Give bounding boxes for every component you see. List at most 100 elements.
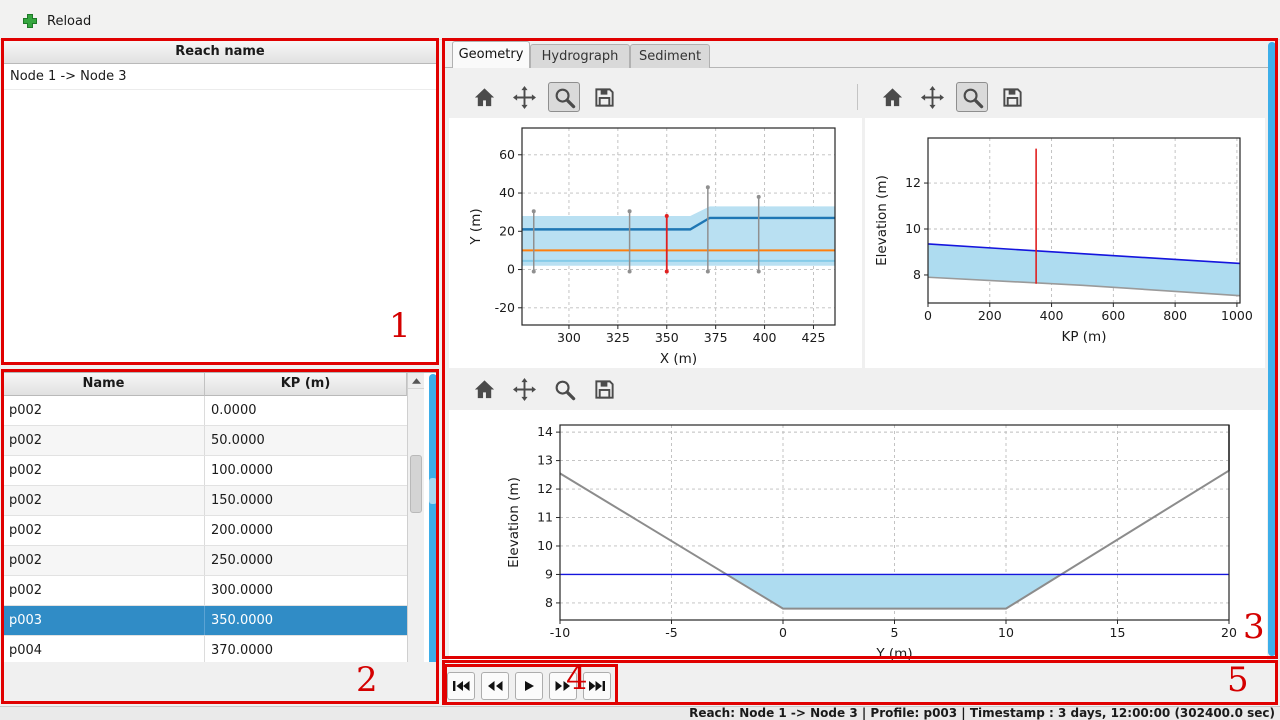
svg-text:425: 425	[802, 330, 826, 345]
right-scroll-indicator[interactable]	[1268, 42, 1276, 656]
svg-text:600: 600	[1101, 308, 1125, 323]
table-row[interactable]: p002 0.0000	[3, 396, 407, 426]
save-button[interactable]	[996, 82, 1028, 112]
fast-forward-button[interactable]	[549, 672, 577, 700]
svg-text:400: 400	[1040, 308, 1064, 323]
zoom-button[interactable]	[956, 82, 988, 112]
svg-text:20: 20	[499, 223, 515, 238]
add-plus-icon	[22, 13, 38, 29]
home-button[interactable]	[468, 374, 500, 404]
column-header-kp[interactable]: KP (m)	[205, 373, 407, 396]
pan-button[interactable]	[916, 82, 948, 112]
cell-kp[interactable]: 0.0000	[211, 403, 257, 418]
svg-text:400: 400	[753, 330, 777, 345]
svg-text:200: 200	[978, 308, 1002, 323]
cell-kp[interactable]: 300.0000	[211, 583, 274, 598]
table-header-row: Name KP (m)	[3, 373, 437, 396]
status-bar: Reach: Node 1 -> Node 3 | Profile: p003 …	[0, 706, 1280, 720]
svg-text:0: 0	[779, 625, 787, 640]
svg-text:800: 800	[1163, 308, 1187, 323]
playback-bar	[0, 662, 1280, 706]
home-button[interactable]	[876, 82, 908, 112]
svg-text:12: 12	[905, 175, 921, 190]
cell-kp[interactable]: 150.0000	[211, 493, 274, 508]
table-row[interactable]: p004 370.0000	[3, 636, 407, 666]
cell-name[interactable]: p004	[3, 636, 205, 665]
tab-sediment[interactable]: Sediment	[630, 44, 710, 68]
toolbar-separator	[857, 84, 858, 110]
cell-name[interactable]: p002	[3, 576, 205, 605]
svg-text:8: 8	[545, 595, 553, 610]
svg-text:10: 10	[998, 625, 1014, 640]
cell-name[interactable]: p002	[3, 426, 205, 455]
scrollbar-handle[interactable]	[410, 455, 422, 513]
status-text: Reach: Node 1 -> Node 3 | Profile: p003 …	[689, 706, 1275, 720]
home-button[interactable]	[468, 82, 500, 112]
reload-button[interactable]: Reload	[16, 8, 97, 34]
svg-text:15: 15	[1110, 625, 1126, 640]
cross-section-chart: -10 -5 0 5 10 15 20 8 9 10 11 12 13 14 Y (m) Elevation …	[506, 424, 1237, 660]
tab-geometry[interactable]: Geometry	[452, 41, 530, 68]
plot-toolbar-longprofile	[876, 82, 1028, 112]
cell-name[interactable]: p002	[3, 546, 205, 575]
table-row[interactable]: p002 150.0000	[3, 486, 407, 516]
plan-view-chart: 300 325 350 375 400 425 -20 0 20 40 60 X (m) Y (m)	[468, 127, 836, 367]
table-row[interactable]: p002 250.0000	[3, 546, 407, 576]
table-row[interactable]: p002 50.0000	[3, 426, 407, 456]
cell-kp[interactable]: 50.0000	[211, 433, 265, 448]
scroll-grip[interactable]	[429, 478, 437, 504]
cell-name[interactable]: p002	[3, 516, 205, 545]
svg-text:Elevation (m): Elevation (m)	[506, 477, 522, 568]
svg-text:375: 375	[704, 330, 728, 345]
play-button[interactable]	[515, 672, 543, 700]
column-header-name[interactable]: Name	[3, 373, 205, 396]
tab-hydrograph[interactable]: Hydrograph	[530, 44, 630, 68]
cell-kp[interactable]: 350.0000	[211, 613, 274, 628]
pan-button[interactable]	[508, 374, 540, 404]
table-row[interactable]: p002 100.0000	[3, 456, 407, 486]
svg-text:14: 14	[537, 424, 553, 439]
skip-to-end-button[interactable]	[583, 672, 611, 700]
svg-text:325: 325	[606, 330, 630, 345]
svg-text:9: 9	[545, 566, 553, 581]
reach-list-header[interactable]: Reach name	[3, 41, 437, 64]
zoom-button[interactable]	[548, 374, 580, 404]
save-button[interactable]	[588, 82, 620, 112]
plot-toolbar-crosssection	[468, 374, 620, 404]
cell-name[interactable]: p002	[3, 456, 205, 485]
cell-name[interactable]: p003	[3, 606, 205, 635]
cell-kp[interactable]: 200.0000	[211, 523, 274, 538]
table-row[interactable]: p003 350.0000	[3, 606, 407, 636]
table-scroll-indicator[interactable]	[429, 374, 437, 701]
cell-kp[interactable]: 370.0000	[211, 643, 274, 658]
table-row[interactable]: p002 300.0000	[3, 576, 407, 606]
table-row[interactable]: p002 200.0000	[3, 516, 407, 546]
cell-name[interactable]: p002	[3, 486, 205, 515]
svg-text:350: 350	[655, 330, 679, 345]
cell-name[interactable]: p002	[3, 396, 205, 425]
svg-text:60: 60	[499, 147, 515, 162]
cell-kp[interactable]: 250.0000	[211, 553, 274, 568]
save-button[interactable]	[588, 374, 620, 404]
reload-label: Reload	[47, 13, 92, 29]
svg-text:40: 40	[499, 185, 515, 200]
rewind-button[interactable]	[481, 672, 509, 700]
long-profile-canvas[interactable]: 0 200 400 600 800 1000 8 10 12 KP (m) Elevation (m…	[865, 118, 1265, 368]
svg-text:5: 5	[891, 625, 899, 640]
cell-kp[interactable]: 100.0000	[211, 463, 274, 478]
svg-text:-5: -5	[665, 625, 677, 640]
pan-button[interactable]	[508, 82, 540, 112]
zoom-button[interactable]	[548, 82, 580, 112]
tab-bar: Geometry Hydrograph Sediment	[443, 40, 1277, 68]
scrollbar-up-arrow[interactable]	[408, 373, 424, 389]
reach-list-item[interactable]: Node 1 -> Node 3	[3, 64, 437, 90]
svg-text:0: 0	[507, 262, 515, 277]
profile-table-panel: Name KP (m) p002 0.0000 p002 50.0000 p002 100…	[2, 372, 438, 703]
long-profile-chart: 0 200 400 600 800 1000 8 10 12 KP (m) Elevation (m…	[874, 137, 1253, 345]
skip-to-start-button[interactable]	[447, 672, 475, 700]
cross-section-canvas[interactable]: -10 -5 0 5 10 15 20 8 9 10 11 12 13 14 Y (m) Elevation …	[449, 410, 1267, 660]
plot-toolbar-plan	[468, 82, 620, 112]
plan-view-canvas[interactable]: 300 325 350 375 400 425 -20 0 20 40 60 X (m) Y (m)	[449, 118, 862, 368]
top-toolbar: Reload	[0, 0, 1280, 40]
